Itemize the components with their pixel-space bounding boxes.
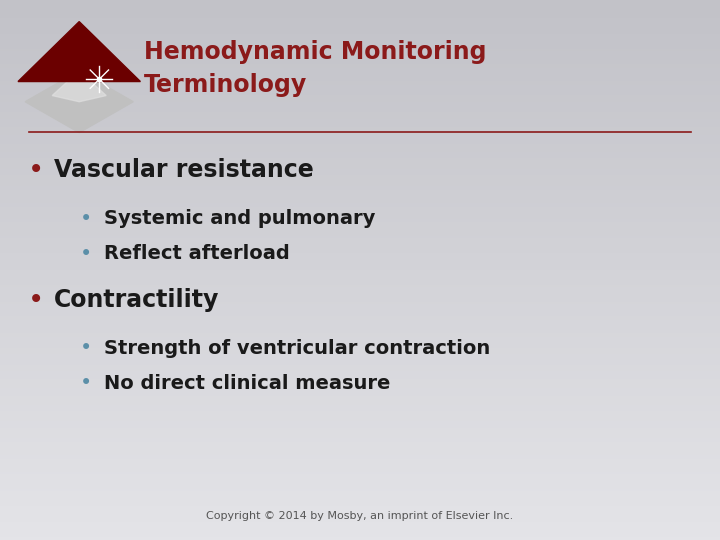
Text: Copyright © 2014 by Mosby, an imprint of Elsevier Inc.: Copyright © 2014 by Mosby, an imprint of… bbox=[207, 511, 513, 521]
Text: No direct clinical measure: No direct clinical measure bbox=[104, 374, 391, 393]
Text: Reflect afterload: Reflect afterload bbox=[104, 244, 290, 264]
Text: Contractility: Contractility bbox=[54, 288, 220, 312]
Text: Systemic and pulmonary: Systemic and pulmonary bbox=[104, 209, 376, 228]
Text: •: • bbox=[80, 338, 93, 359]
Text: •: • bbox=[28, 286, 44, 314]
Text: Terminology: Terminology bbox=[144, 73, 307, 97]
Polygon shape bbox=[53, 71, 107, 102]
Text: Vascular resistance: Vascular resistance bbox=[54, 158, 314, 182]
Text: •: • bbox=[28, 156, 44, 184]
Text: •: • bbox=[80, 373, 93, 394]
Polygon shape bbox=[25, 71, 133, 133]
Text: •: • bbox=[80, 208, 93, 229]
Text: Hemodynamic Monitoring: Hemodynamic Monitoring bbox=[144, 40, 487, 64]
Text: Strength of ventricular contraction: Strength of ventricular contraction bbox=[104, 339, 490, 358]
Text: •: • bbox=[80, 244, 93, 264]
Polygon shape bbox=[18, 22, 140, 82]
